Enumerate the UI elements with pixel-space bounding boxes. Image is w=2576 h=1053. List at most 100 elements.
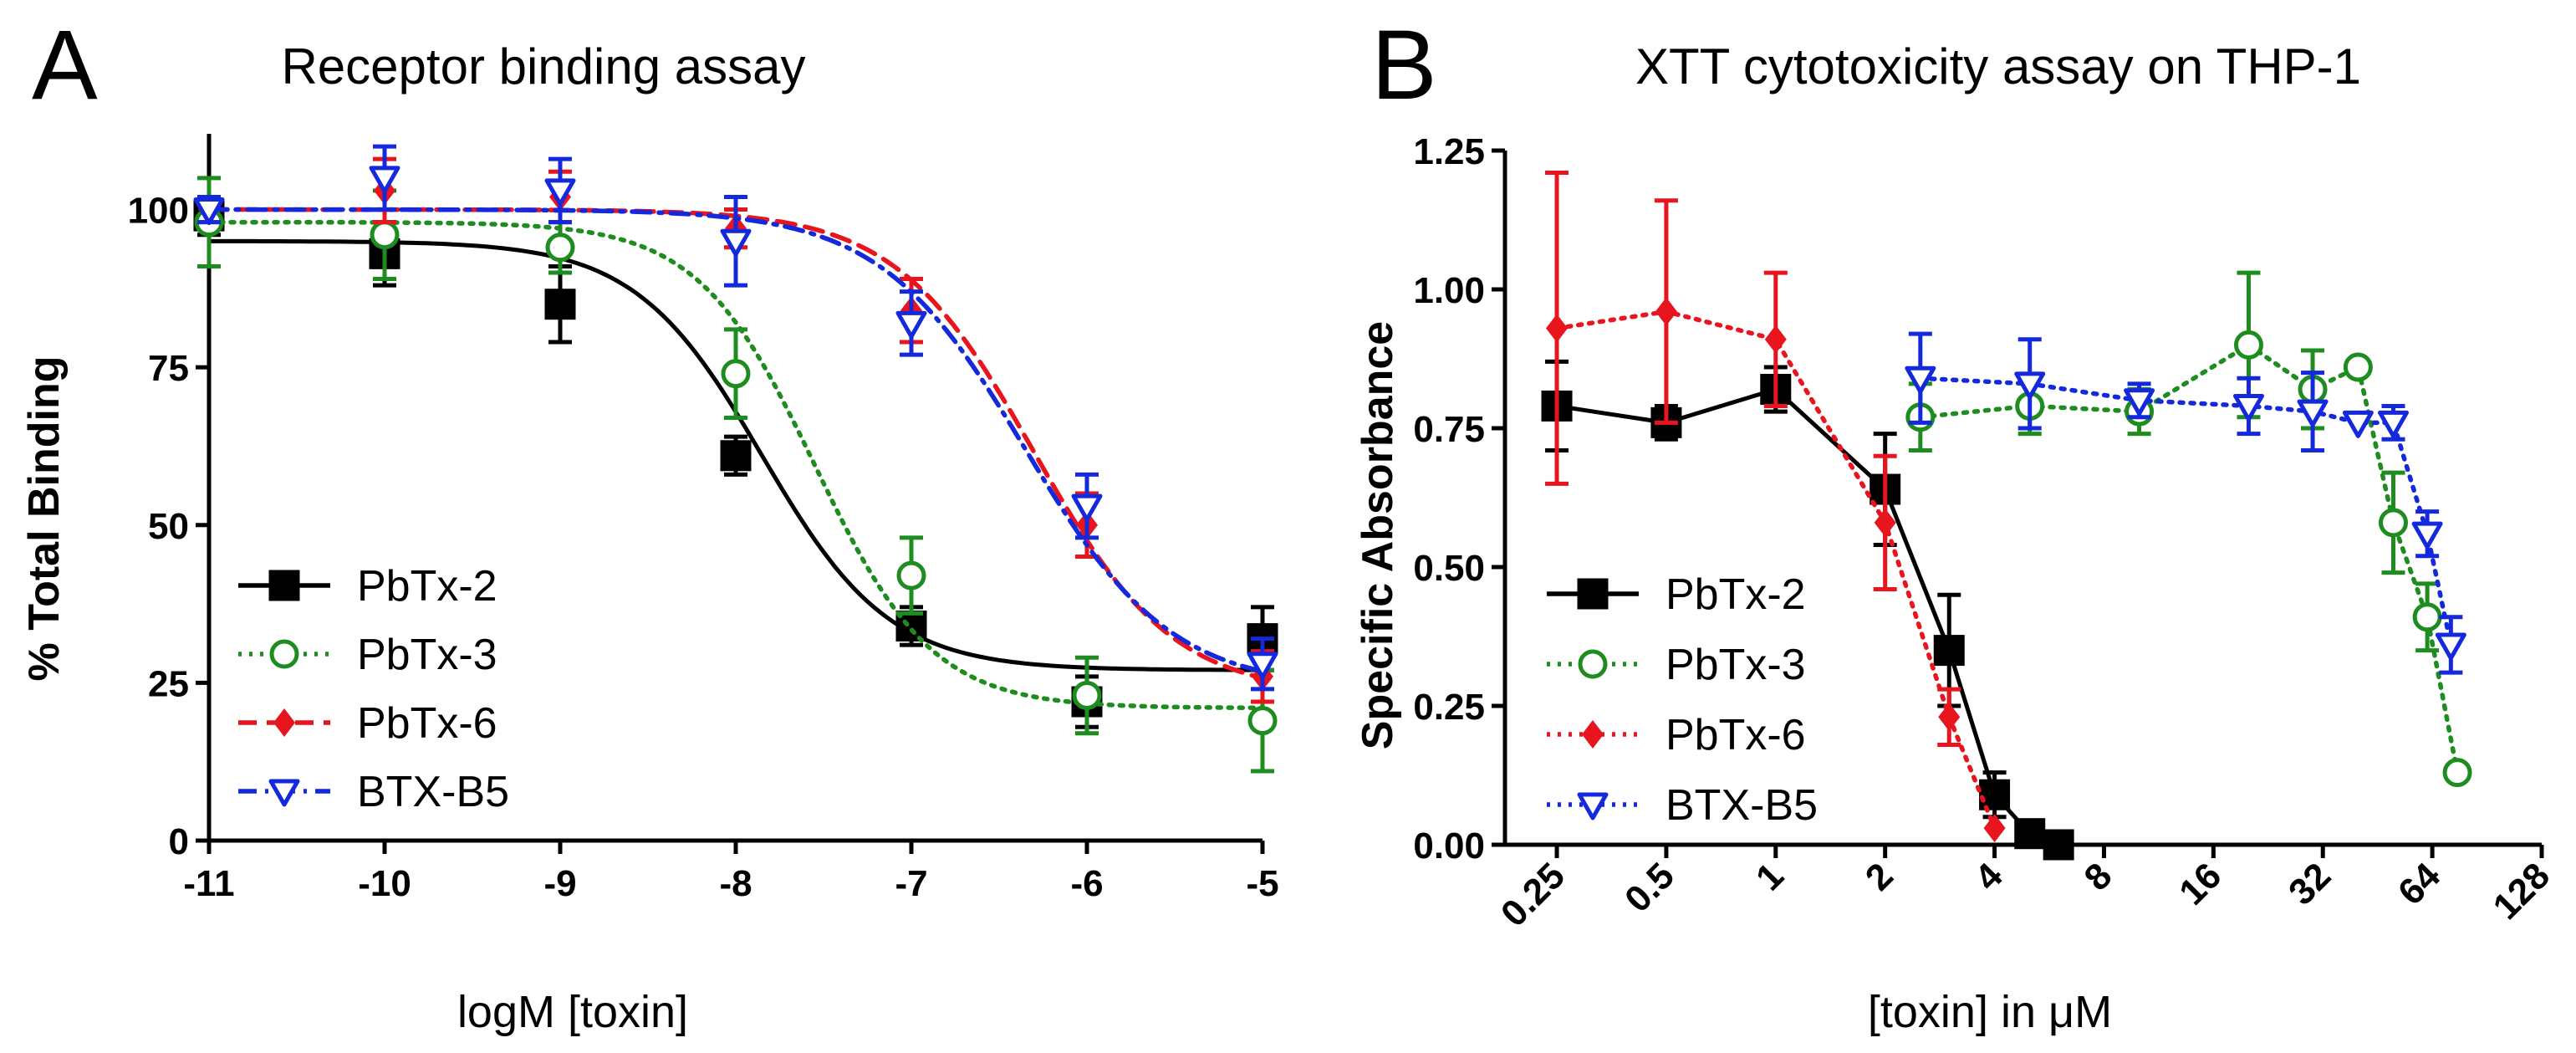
chart-b-data-point: [2411, 521, 2443, 550]
chart-a-y-tick-label: 100: [128, 191, 189, 232]
chart-a-x-tick-label: -5: [1246, 863, 1278, 904]
chart-b-data-point: [2297, 399, 2329, 427]
chart-a-legend: PbTx-2 PbTx-3 PbTx-6 BTX-B5: [238, 562, 509, 816]
chart-b-data-point: [1938, 703, 1961, 732]
chart-a-legend-marker: [273, 708, 295, 737]
chart-b-legend-marker: [1578, 649, 1608, 679]
chart-a-data-point: [1247, 706, 1278, 736]
chart-a-data-point: [1072, 680, 1102, 710]
chart-b-title: XTT cytotoxicity assay on THP-1: [1635, 38, 2361, 95]
chart-b-y-tick-label: 1.00: [1413, 270, 1485, 311]
chart-b-y-tick-label: 1.25: [1413, 131, 1485, 172]
chart-b-xlabel: [toxin] in μM: [1868, 987, 2112, 1037]
chart-a-ylabel: % Total Binding: [20, 356, 69, 682]
chart-b-x-tick-label: 1: [1748, 855, 1792, 898]
chart-b-x-tick-label: 16: [2171, 855, 2229, 912]
chart-b-x-tick-label: 0.5: [1617, 855, 1682, 920]
chart-a-y-tick-label: 75: [148, 348, 189, 389]
chart-b-legend-label: BTX-B5: [1665, 781, 1818, 830]
chart-b-y-tick-label: 0.75: [1413, 409, 1485, 450]
chart-b-data-point: [2379, 508, 2409, 538]
chart-b-series-pbtx-3: [1905, 270, 2472, 788]
chart-b-y-tick-label: 0.00: [1413, 826, 1485, 866]
chart-b-data-point: [2232, 393, 2264, 422]
chart-a-legend-marker: [268, 779, 300, 807]
panel-label-a: A: [32, 10, 98, 120]
chart-b-data-point: [2378, 410, 2410, 438]
chart-a-x-tick-label: -7: [895, 863, 927, 904]
chart-b-data-point: [2014, 818, 2046, 850]
chart-a-data-point: [895, 310, 927, 339]
chart-b-series-line: [1554, 309, 1997, 831]
chart-a-data-point: [720, 440, 752, 472]
chart-a-y-tick-label: 50: [148, 506, 189, 547]
chart-a-legend-label: BTX-B5: [357, 768, 509, 816]
chart-a-legend-label: PbTx-6: [357, 699, 497, 748]
chart-a-data-point: [370, 220, 400, 250]
chart-b-data-point: [2435, 632, 2466, 661]
chart-b-data-point: [1983, 814, 2006, 843]
chart-b-series-line: [1918, 376, 2454, 647]
chart-a-xlabel: logM [toxin]: [457, 987, 688, 1037]
chart-a-x-tick-label: -9: [543, 863, 576, 904]
chart-a-data-point: [544, 289, 576, 320]
chart-b-data-point: [2043, 829, 2074, 861]
chart-b-x-tick-label: 0.25: [1493, 855, 1573, 934]
chart-b-x-tick-label: 64: [2390, 855, 2449, 913]
chart-b-legend-marker: [1577, 578, 1609, 610]
chart-b-data-point: [2342, 410, 2374, 438]
chart-a-data-point: [1247, 652, 1278, 680]
chart-a-data-point: [721, 359, 751, 389]
chart-b-legend-label: PbTx-3: [1665, 641, 1806, 689]
chart-a-series-btx-b5: [193, 144, 1278, 692]
chart-b-legend-marker: [1577, 792, 1609, 820]
chart-b-y-tick-label: 0.50: [1413, 548, 1485, 589]
chart-a-title: Receptor binding assay: [281, 38, 805, 95]
chart-b-data-point: [1764, 325, 1787, 354]
chart-a-legend-label: PbTx-2: [357, 562, 497, 611]
chart-b-data-point: [2343, 352, 2373, 382]
chart-a-y-tick-label: 25: [148, 663, 189, 704]
chart-b-x-tick-label: 128: [2486, 855, 2558, 928]
chart-b-data-point: [2124, 388, 2155, 417]
chart-a-data-point: [720, 228, 752, 257]
chart-b-ylabel: Specific Absorbance: [1354, 321, 1402, 749]
chart-b-data-point: [1933, 635, 1965, 667]
chart-b-x-tick-label: 8: [2077, 855, 2120, 898]
chart-b-data-point: [2412, 602, 2442, 632]
chart-b-x-tick-label: 2: [1858, 855, 1901, 898]
chart-b-data-point: [1546, 314, 1569, 343]
chart-b-series-pbtx-6: [1545, 171, 2006, 843]
chart-a-x-tick-label: -11: [183, 863, 234, 904]
chart-b-data-point: [1655, 297, 1677, 326]
chart-b-series-line: [1554, 386, 2061, 847]
chart-b-legend-marker: [1582, 720, 1604, 749]
chart-b-series-line: [1918, 342, 2460, 775]
chart-a-data-point: [545, 233, 575, 263]
chart-b-data-point: [2014, 371, 2046, 400]
chart-a-data-point: [896, 560, 926, 590]
chart-b-legend: PbTx-2 PbTx-3 PbTx-6 BTX-B5: [1547, 570, 1818, 830]
chart-a-data-point: [193, 197, 225, 226]
chart-a-legend-label: PbTx-3: [357, 631, 497, 679]
chart-a-data-point: [544, 178, 576, 207]
chart-a-data-point: [369, 166, 400, 194]
chart-a-y-tick-label: 0: [169, 821, 189, 862]
chart-b-legend-label: PbTx-2: [1665, 570, 1806, 619]
chart-a-data-point: [1071, 493, 1103, 522]
chart-b-data-point: [1905, 365, 1936, 394]
chart-b-data-point: [1979, 779, 2011, 810]
chart-a-x-tick-label: -8: [719, 863, 752, 904]
chart-b-y-tick-label: 0.25: [1413, 687, 1485, 728]
panel-label-b: B: [1371, 10, 1437, 120]
chart-b-legend-label: PbTx-6: [1665, 711, 1806, 759]
chart-b-series-btx-b5: [1905, 331, 2466, 675]
chart-b-data-point: [2233, 330, 2263, 360]
chart-b-x-tick-label: 32: [2281, 855, 2339, 912]
chart-a-x-tick-label: -10: [358, 863, 411, 904]
chart-b-x-tick-label: 4: [1967, 855, 2011, 898]
chart-a-x-tick-label: -6: [1070, 863, 1103, 904]
chart-b-data-point: [1874, 508, 1896, 537]
